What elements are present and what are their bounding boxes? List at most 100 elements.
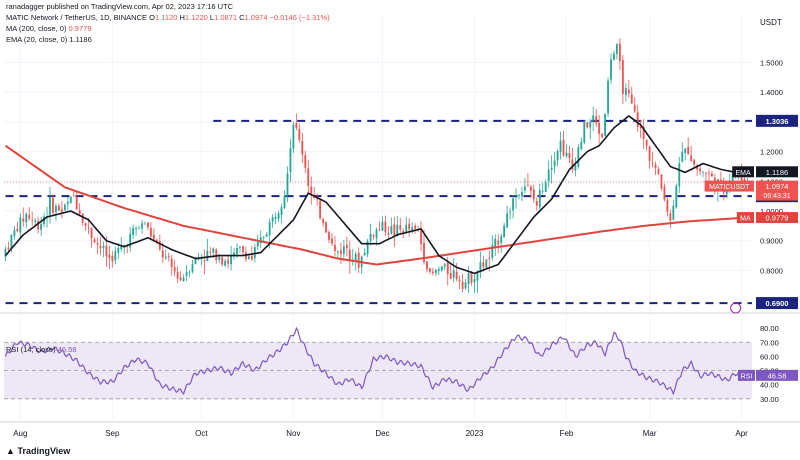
candle-body: [60, 209, 63, 212]
candle-body: [37, 220, 40, 230]
rsi-legend-value: 46.58: [57, 345, 77, 354]
published-line: ranadagger published on TradingView.com,…: [6, 2, 233, 12]
ema-legend[interactable]: EMA (20, close, 0) 1.1186: [6, 35, 92, 45]
series-tag-name-label: MA: [740, 216, 751, 223]
candle-body: [233, 252, 235, 257]
candle-body: [518, 195, 520, 196]
rsi-legend[interactable]: RSI (14, close) 46.58: [6, 345, 76, 355]
candle-body: [292, 124, 295, 149]
candle-body: [408, 223, 411, 230]
candle-body: [630, 94, 633, 104]
candle-body: [96, 243, 99, 245]
candle-body: [55, 205, 57, 213]
level-tag: [756, 114, 798, 127]
price-tick-label: 1.5000: [760, 59, 783, 68]
candle-body: [72, 195, 75, 197]
candle-body: [512, 198, 514, 211]
candle-body: [13, 230, 16, 237]
candle-body: [624, 88, 627, 95]
candle-body: [571, 159, 574, 170]
price-tick-label: 1.0000: [760, 207, 783, 216]
rsi-tag-value: [756, 369, 798, 381]
ma-legend[interactable]: MA (200, close, 0) 0.9779: [6, 24, 92, 34]
rsi-tag-name: [738, 369, 755, 381]
candle-body: [132, 228, 135, 236]
ema20-line: [4, 114, 748, 275]
candle-body: [108, 254, 111, 258]
candle-body: [678, 163, 681, 187]
series-tag-name: [732, 166, 754, 178]
bar-countdown-label: 06:43:31: [763, 193, 790, 200]
candle-body: [212, 248, 215, 253]
candle-body: [375, 229, 378, 239]
candle-body: [627, 89, 630, 94]
candle-body: [506, 213, 509, 228]
candle-body: [147, 222, 149, 227]
candle-body: [339, 250, 342, 255]
candle-body: [271, 217, 274, 222]
ma200-line: [4, 144, 748, 266]
price-axis-title: USDT: [760, 18, 782, 27]
candle-body: [135, 228, 138, 230]
candle-body: [289, 148, 292, 173]
candle-body: [331, 238, 333, 244]
candle-body: [78, 209, 81, 215]
candle-body: [87, 226, 90, 228]
candle-body: [63, 204, 66, 211]
candle-body: [221, 257, 224, 265]
candle-body: [319, 200, 322, 218]
candle-body: [325, 222, 327, 233]
time-tick-label: Oct: [195, 429, 208, 438]
high-value: 1.1220: [184, 13, 208, 22]
candle-body: [526, 185, 529, 186]
candle-body: [366, 241, 369, 255]
candle-body: [262, 236, 265, 238]
chart-grid: [0, 15, 800, 423]
candle-body: [473, 279, 476, 283]
candle-body: [663, 186, 666, 200]
candle-body: [541, 191, 544, 193]
candle-body: [535, 200, 538, 206]
candle-body: [455, 271, 458, 280]
candle-body: [93, 239, 96, 243]
candle-body: [651, 162, 654, 164]
candle-body: [129, 233, 132, 248]
candle-body: [250, 255, 253, 260]
candle-body: [521, 191, 523, 197]
tradingview-logo[interactable]: ▲ TradingView: [6, 446, 70, 456]
candle-body: [111, 256, 114, 262]
symbol-text: MATIC Network / TetherUS, 1D, BINANCE: [6, 13, 148, 22]
candle-body: [491, 245, 494, 258]
series-tag-name-label: EMA: [736, 170, 752, 177]
candle-body: [75, 196, 78, 210]
candle-body: [256, 242, 259, 247]
series-tag-value-label: 0.9779: [766, 214, 789, 223]
ohlc-line: MATIC Network / TetherUS, 1D, BINANCE O1…: [6, 13, 330, 23]
candle-body: [461, 281, 464, 289]
ema-legend-value: 1.1186: [69, 35, 92, 44]
candle-body: [227, 259, 230, 264]
candle-body: [301, 140, 304, 155]
event-icon: [730, 302, 742, 314]
candle-body: [57, 205, 60, 211]
candle-body: [479, 261, 482, 273]
series-tag-name-label: MATICUSDT: [709, 184, 750, 191]
candle-body: [40, 223, 43, 230]
open-label: O: [149, 13, 155, 22]
candle-body: [182, 277, 185, 282]
candle-body: [642, 126, 645, 140]
candle-body: [568, 153, 571, 159]
candle-body: [648, 146, 651, 161]
time-tick-label: Mar: [643, 429, 657, 438]
candle-body: [357, 252, 360, 268]
candle-body: [342, 246, 345, 254]
candle-body: [28, 215, 31, 219]
candle-body: [66, 201, 69, 205]
candle-body: [669, 213, 672, 221]
ema-legend-label: EMA (20, close, 0): [6, 35, 68, 44]
time-tick-label: Apr: [735, 429, 748, 438]
candle-body: [164, 256, 167, 259]
rsi-tick-label: 30.00: [760, 395, 779, 404]
open-value: 1.1120: [154, 13, 178, 22]
